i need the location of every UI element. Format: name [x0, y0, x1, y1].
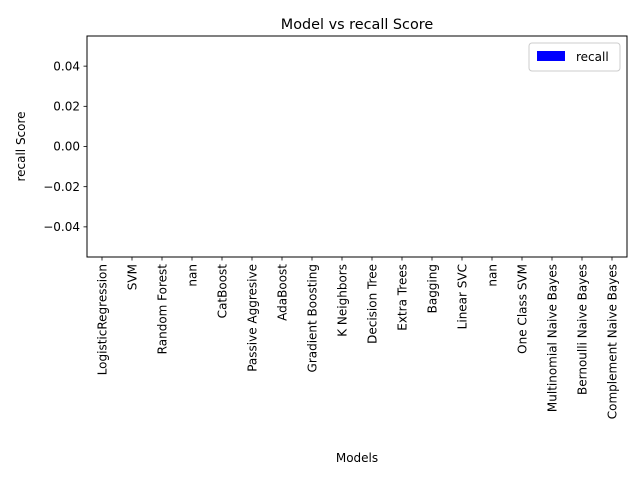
x-tick-label: One Class SVM — [516, 264, 530, 354]
x-tick-label: Complement Naive Bayes — [606, 264, 620, 419]
x-tick-label: Linear SVC — [456, 264, 470, 329]
chart-title: Model vs recall Score — [281, 17, 434, 33]
x-tick-label: Bagging — [426, 264, 440, 313]
y-tick-label: −0.02 — [43, 180, 80, 194]
y-axis-label: recall Score — [14, 111, 28, 181]
x-tick-label: K Neighbors — [336, 264, 350, 337]
x-tick-label: Decision Tree — [366, 264, 380, 344]
x-tick-label: LogisticRegression — [96, 264, 110, 375]
x-axis: LogisticRegression SVM Random Forest nan Cat… — [96, 257, 620, 419]
x-tick-label: Passive Aggresive — [246, 264, 260, 372]
legend-swatch — [537, 51, 565, 61]
legend: recall — [528, 42, 621, 72]
x-tick-label: Gradient Boosting — [306, 264, 320, 372]
x-tick-label: SVM — [126, 264, 140, 290]
x-tick-label: nan — [486, 264, 500, 287]
x-tick-label: AdaBoost — [276, 264, 290, 321]
x-tick-label: nan — [186, 264, 200, 287]
y-tick-label: −0.04 — [43, 220, 80, 234]
x-tick-label: Random Forest — [156, 264, 170, 355]
legend-frame — [528, 42, 621, 72]
legend-label: recall — [576, 50, 609, 64]
x-tick-label: Multinomial Naive Bayes — [546, 264, 560, 412]
y-tick-label: 0.04 — [53, 59, 80, 73]
y-tick-label: 0.00 — [53, 140, 80, 154]
x-tick-label: Bernoulli Naive Bayes — [576, 264, 590, 395]
y-axis: −0.04 −0.02 0.00 0.02 0.04 — [43, 59, 87, 234]
x-axis-label: Models — [336, 451, 378, 465]
y-tick-label: 0.02 — [53, 100, 80, 114]
x-tick-label: Extra Trees — [396, 264, 410, 331]
x-tick-label: CatBoost — [216, 264, 230, 319]
